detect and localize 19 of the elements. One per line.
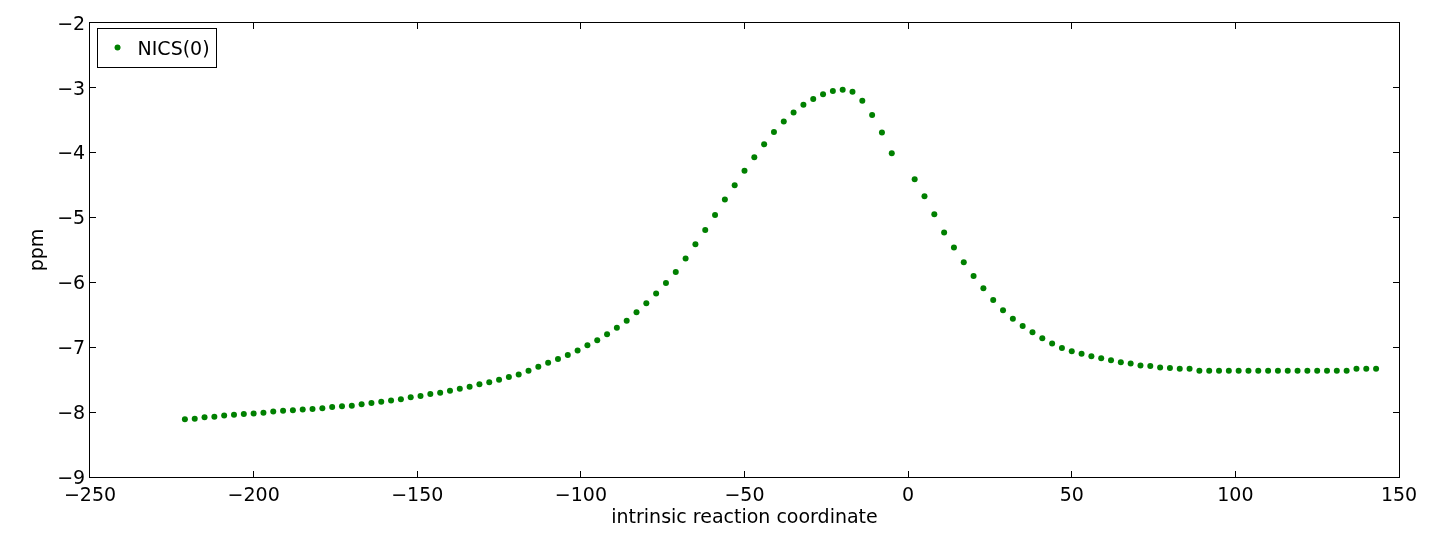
x-tick-label: 0: [902, 482, 915, 505]
legend-label: NICS(0): [137, 36, 210, 59]
y-tick-label: −3: [57, 76, 86, 99]
x-tick-label: −150: [391, 482, 444, 505]
x-tick-label: 50: [1059, 482, 1084, 505]
x-tick-label: 100: [1217, 482, 1254, 505]
y-tick-label: −4: [57, 141, 86, 164]
x-tick-label: −200: [227, 482, 280, 505]
y-tick-label: −8: [57, 400, 86, 423]
y-tick-label: −9: [57, 465, 86, 488]
y-tick-label: −5: [57, 206, 86, 229]
x-tick-label: −100: [554, 482, 607, 505]
y-tick-label: −7: [57, 335, 86, 358]
y-tick-label: −2: [57, 11, 86, 34]
x-tick-label: −50: [724, 482, 765, 505]
y-axis-title: ppm: [25, 228, 48, 272]
y-tick-label: −6: [57, 271, 86, 294]
x-axis-title: intrinsic reaction coordinate: [611, 504, 878, 527]
x-tick-label: 150: [1380, 482, 1418, 505]
